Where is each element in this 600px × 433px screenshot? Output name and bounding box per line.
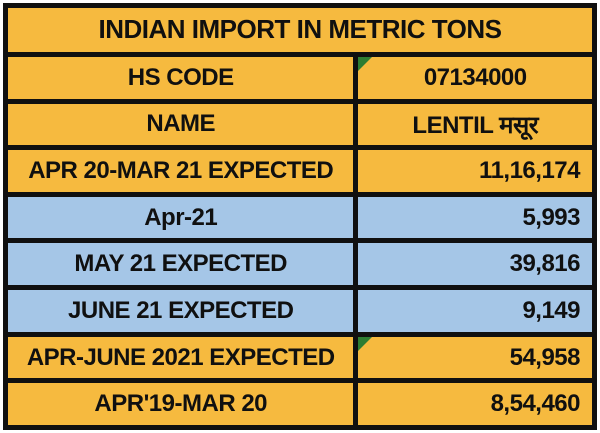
- apr20-mar21-value-text: 11,16,174: [479, 156, 580, 184]
- green-corner-indicator-icon: [360, 59, 373, 71]
- apr20-mar21-value: 11,16,174: [353, 145, 597, 197]
- table-row: APR'19-MAR 20 8,54,460: [2, 378, 597, 430]
- apr19-mar20-value: 8,54,460: [353, 378, 597, 430]
- hs-code-value-text: 07134000: [423, 63, 527, 91]
- table-row: APR-JUNE 2021 EXPECTED 54,958: [2, 331, 597, 384]
- table-row: MAY 21 EXPECTED 39,816: [2, 238, 597, 291]
- june-21-label: JUNE 21 EXPECTED: [2, 285, 359, 337]
- green-corner-indicator-icon: [360, 339, 373, 351]
- may-21-label: MAY 21 EXPECTED: [2, 238, 359, 291]
- hs-code-value: 07134000: [353, 51, 597, 104]
- apr-21-label: Apr-21: [2, 191, 359, 244]
- apr-june-2021-value: 54,958: [353, 331, 597, 384]
- june-21-value: 9,149: [353, 285, 597, 337]
- apr-june-2021-value-text: 54,958: [509, 343, 581, 371]
- may-21-value-text: 39,816: [509, 250, 581, 278]
- name-label: NAME: [2, 98, 359, 151]
- name-value: LENTIL मसूर: [353, 98, 597, 151]
- table-row: Apr-21 5,993: [2, 191, 597, 244]
- apr-21-value: 5,993: [353, 191, 597, 244]
- hs-code-label: HS CODE: [2, 51, 359, 104]
- name-value-text: LENTIL मसूर: [412, 111, 539, 139]
- apr19-mar20-value-text: 8,54,460: [490, 390, 581, 418]
- apr-21-value-text: 5,993: [522, 203, 580, 231]
- table-row: NAME LENTIL मसूर: [2, 98, 597, 151]
- may-21-value: 39,816: [353, 238, 597, 291]
- table-row: HS CODE 07134000: [2, 51, 597, 104]
- table-row: APR 20-MAR 21 EXPECTED 11,16,174: [2, 145, 597, 197]
- sheet: INDIAN IMPORT IN METRIC TONS HS CODE 071…: [2, 3, 597, 430]
- apr-june-2021-label: APR-JUNE 2021 EXPECTED: [2, 331, 359, 384]
- import-table: INDIAN IMPORT IN METRIC TONS HS CODE 071…: [2, 3, 597, 430]
- table-title: INDIAN IMPORT IN METRIC TONS: [3, 3, 597, 57]
- table-row: INDIAN IMPORT IN METRIC TONS: [3, 3, 597, 57]
- june-21-value-text: 9,149: [522, 296, 580, 324]
- table-row: JUNE 21 EXPECTED 9,149: [2, 285, 597, 337]
- apr19-mar20-label: APR'19-MAR 20: [2, 378, 359, 430]
- apr20-mar21-label: APR 20-MAR 21 EXPECTED: [2, 145, 359, 197]
